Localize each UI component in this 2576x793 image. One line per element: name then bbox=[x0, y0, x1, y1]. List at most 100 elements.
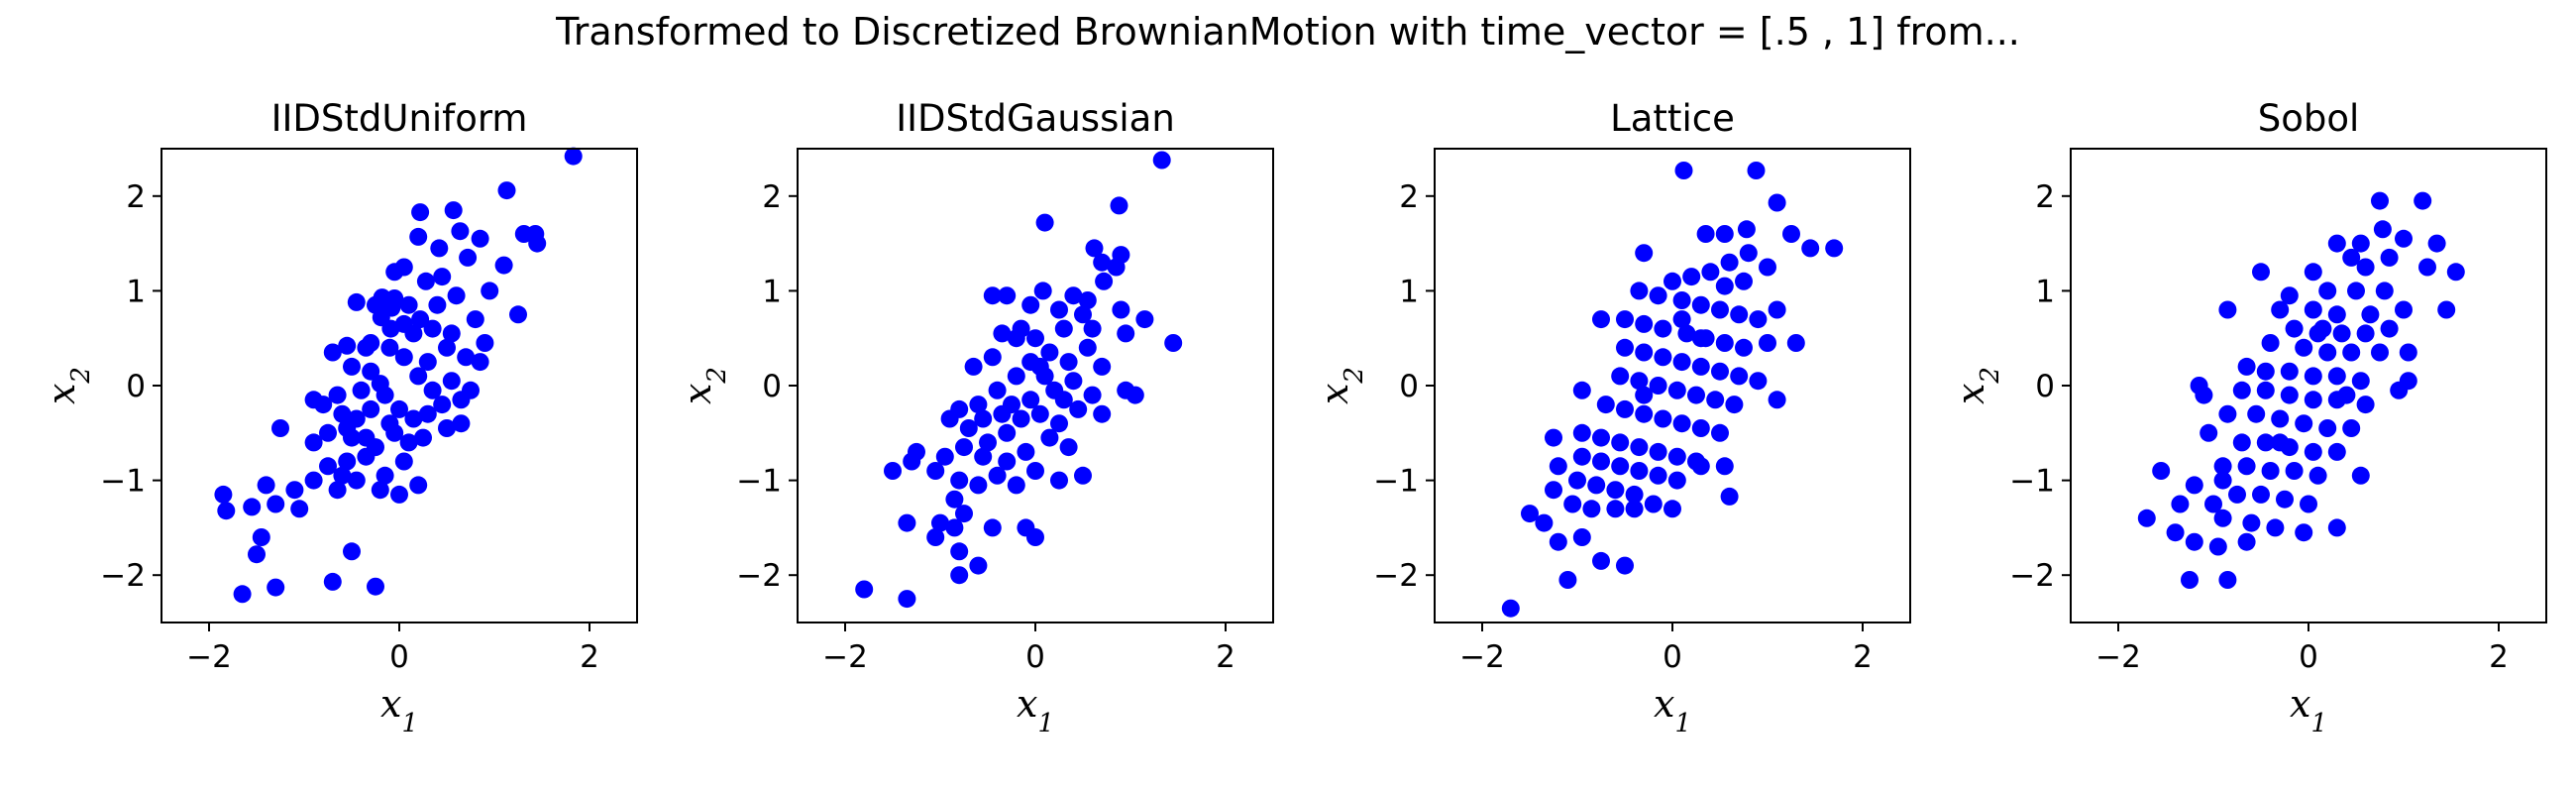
data-point bbox=[285, 481, 304, 500]
data-point bbox=[1696, 225, 1715, 243]
data-point bbox=[1059, 438, 1078, 457]
data-point bbox=[1026, 329, 1044, 348]
data-point bbox=[1677, 324, 1696, 343]
data-point bbox=[979, 433, 997, 452]
data-point bbox=[2300, 495, 2317, 513]
data-point bbox=[1737, 220, 1756, 239]
data-point bbox=[1664, 500, 1681, 518]
data-point bbox=[1616, 310, 1634, 329]
data-point bbox=[1568, 471, 1586, 490]
data-point bbox=[1611, 433, 1630, 452]
data-point bbox=[1720, 487, 1739, 506]
data-point bbox=[2295, 523, 2313, 542]
data-point bbox=[347, 292, 366, 311]
data-point bbox=[2318, 282, 2337, 300]
data-point bbox=[2285, 462, 2304, 480]
data-point bbox=[423, 381, 442, 399]
data-point bbox=[2361, 305, 2380, 324]
data-point bbox=[411, 310, 430, 329]
data-point bbox=[2327, 518, 2346, 537]
data-point bbox=[988, 466, 1007, 485]
data-point bbox=[2261, 462, 2280, 480]
y-tick-label: 2 bbox=[2035, 179, 2055, 215]
data-point bbox=[1667, 447, 1686, 466]
data-point bbox=[1050, 300, 1068, 319]
data-point bbox=[993, 404, 1012, 423]
data-point bbox=[494, 256, 513, 275]
data-point bbox=[333, 466, 352, 485]
data-point bbox=[2280, 386, 2299, 404]
data-point bbox=[1739, 244, 1758, 263]
data-point bbox=[1715, 225, 1734, 243]
data-point bbox=[444, 201, 463, 220]
x-tick-label: 2 bbox=[2489, 639, 2509, 675]
data-point bbox=[343, 357, 361, 376]
data-point bbox=[442, 372, 461, 391]
data-point bbox=[328, 386, 347, 404]
data-point bbox=[1582, 500, 1601, 518]
data-point bbox=[2166, 523, 2185, 542]
data-point bbox=[1606, 481, 1625, 500]
data-point bbox=[399, 295, 418, 314]
data-point bbox=[2373, 220, 2392, 239]
data-point bbox=[1007, 476, 1025, 495]
data-point bbox=[462, 381, 480, 399]
data-point bbox=[423, 319, 442, 338]
data-point bbox=[1069, 399, 1088, 418]
data-point bbox=[233, 585, 252, 604]
data-point bbox=[1654, 348, 1672, 367]
data-point bbox=[2371, 191, 2389, 210]
data-point bbox=[2351, 234, 2370, 253]
data-points bbox=[214, 147, 583, 604]
data-point bbox=[1691, 295, 1710, 314]
data-point bbox=[1654, 319, 1672, 338]
data-point bbox=[2271, 300, 2290, 319]
data-point bbox=[2256, 362, 2275, 381]
data-point bbox=[898, 513, 916, 532]
data-point bbox=[1667, 471, 1686, 490]
y-tick-label: 1 bbox=[762, 274, 782, 309]
y-axis-label: x2 bbox=[676, 367, 732, 404]
data-point bbox=[2395, 300, 2413, 319]
data-point bbox=[438, 419, 456, 437]
data-point bbox=[430, 239, 449, 258]
data-point bbox=[2347, 282, 2365, 300]
data-point bbox=[2304, 367, 2322, 386]
data-point bbox=[2213, 457, 2232, 476]
data-point bbox=[1768, 300, 1786, 319]
data-point bbox=[2342, 248, 2361, 267]
data-point bbox=[2318, 343, 2337, 362]
data-point bbox=[969, 396, 988, 414]
data-point bbox=[290, 500, 309, 518]
data-point bbox=[2218, 404, 2237, 423]
data-point bbox=[2395, 229, 2413, 248]
data-point bbox=[409, 227, 428, 246]
y-axis-label: x2 bbox=[1949, 367, 2005, 404]
y-tick-label: 0 bbox=[126, 369, 146, 404]
data-point bbox=[404, 409, 423, 428]
data-point bbox=[2271, 433, 2290, 452]
data-point bbox=[2232, 381, 2251, 399]
axes-frame bbox=[797, 148, 1274, 623]
data-point bbox=[898, 590, 916, 609]
data-point bbox=[1040, 428, 1059, 447]
data-point bbox=[476, 334, 494, 352]
data-point bbox=[466, 310, 484, 329]
data-point bbox=[983, 348, 1002, 367]
data-point bbox=[1074, 305, 1092, 324]
data-point bbox=[497, 181, 516, 200]
data-point bbox=[214, 485, 233, 504]
data-point bbox=[2414, 191, 2432, 210]
x-tick-label: 2 bbox=[580, 639, 599, 675]
data-point bbox=[969, 476, 988, 495]
data-point bbox=[1735, 272, 1753, 290]
data-point bbox=[908, 442, 925, 461]
data-point bbox=[974, 447, 993, 466]
data-point bbox=[2266, 518, 2285, 537]
data-point bbox=[2285, 319, 2304, 338]
data-point bbox=[1649, 466, 1667, 485]
data-point bbox=[1691, 357, 1710, 376]
data-point bbox=[1117, 324, 1135, 343]
x-tick-label: 0 bbox=[2299, 639, 2318, 675]
data-point bbox=[935, 447, 954, 466]
